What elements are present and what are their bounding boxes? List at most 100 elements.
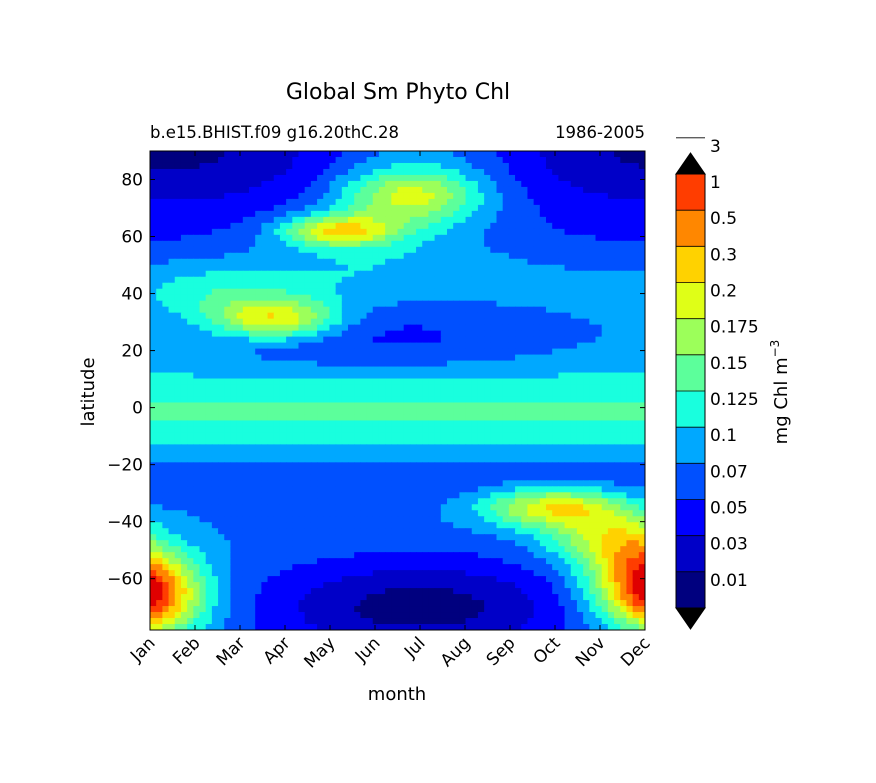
field-cell <box>589 402 597 410</box>
field-cell <box>533 492 541 499</box>
field-cell <box>385 252 392 260</box>
field-cell <box>168 228 176 236</box>
field-cell <box>341 270 349 278</box>
field-cell <box>465 216 473 224</box>
field-cell <box>453 486 460 493</box>
field-cell <box>323 474 331 481</box>
field-cell <box>409 204 417 212</box>
field-cell <box>193 366 201 374</box>
field-cell <box>638 198 645 206</box>
field-cell <box>354 234 361 242</box>
field-cell <box>576 492 584 499</box>
field-cell <box>527 450 535 457</box>
field-cell <box>378 258 386 266</box>
field-cell <box>366 414 374 422</box>
field-cell <box>391 324 399 332</box>
field-cell <box>570 366 578 374</box>
field-cell <box>434 276 442 284</box>
field-cell <box>329 510 337 517</box>
field-cell <box>162 402 170 410</box>
field-cell <box>304 474 312 481</box>
field-cell <box>440 210 448 218</box>
field-cell <box>348 294 355 302</box>
field-cell <box>187 450 194 457</box>
field-cell <box>490 318 498 326</box>
field-cell <box>168 168 176 176</box>
field-cell <box>552 276 559 284</box>
field-cell <box>205 216 213 224</box>
field-cell <box>515 402 522 410</box>
field-cell <box>236 336 244 344</box>
field-cell <box>354 228 361 236</box>
field-cell <box>211 342 219 350</box>
field-cell <box>242 264 250 272</box>
field-cell <box>515 366 522 374</box>
field-cell <box>255 258 262 266</box>
field-cell <box>267 444 275 451</box>
field-cell <box>385 282 392 290</box>
field-cell <box>292 474 300 481</box>
field-cell <box>533 156 541 164</box>
field-cell <box>372 462 380 469</box>
field-cell <box>273 420 281 428</box>
field-cell <box>255 480 262 487</box>
field-cell <box>471 408 479 416</box>
field-cell <box>242 192 250 200</box>
field-cell <box>459 348 467 356</box>
field-cell <box>341 300 349 308</box>
field-cell <box>335 516 343 523</box>
field-cell <box>286 306 293 314</box>
field-cell <box>242 258 250 266</box>
field-cell <box>255 276 262 284</box>
field-cell <box>397 276 405 284</box>
field-cell <box>354 288 361 296</box>
field-cell <box>162 366 170 374</box>
field-cell <box>211 468 219 475</box>
field-cell <box>329 246 337 254</box>
field-cell <box>366 492 374 499</box>
field-cell <box>310 522 318 529</box>
field-cell <box>490 402 498 410</box>
field-cell <box>453 330 460 338</box>
field-cell <box>521 402 529 410</box>
field-cell <box>459 336 467 344</box>
field-cell <box>614 234 621 242</box>
field-cell <box>180 288 188 296</box>
field-cell <box>453 312 460 320</box>
field-cell <box>595 516 603 523</box>
field-cell <box>366 378 374 386</box>
field-cell <box>329 180 337 188</box>
field-cell <box>601 156 609 164</box>
field-cell <box>601 468 609 475</box>
field-cell <box>385 228 392 236</box>
field-cell <box>360 162 368 170</box>
field-cell <box>354 396 361 404</box>
field-cell <box>428 492 436 499</box>
field-cell <box>614 354 621 362</box>
field-cell <box>360 204 368 212</box>
field-cell <box>360 151 368 158</box>
field-cell <box>614 168 621 176</box>
field-cell <box>366 252 374 260</box>
field-cell <box>162 450 170 457</box>
field-cell <box>477 492 485 499</box>
field-cell <box>589 246 597 254</box>
field-cell <box>174 438 182 445</box>
field-cell <box>211 390 219 398</box>
field-cell <box>162 384 170 392</box>
field-cell <box>459 408 467 416</box>
field-cell <box>477 282 485 290</box>
field-cell <box>614 492 621 499</box>
field-cell <box>335 240 343 248</box>
field-cell <box>595 168 603 176</box>
field-cell <box>224 486 232 493</box>
field-cell <box>484 516 491 523</box>
field-cell <box>583 174 590 182</box>
field-cell <box>459 414 467 422</box>
field-cell <box>168 348 176 356</box>
field-cell <box>397 318 405 326</box>
field-cell <box>601 390 609 398</box>
field-cell <box>298 492 306 499</box>
field-cell <box>465 438 473 445</box>
field-cell <box>230 312 238 320</box>
